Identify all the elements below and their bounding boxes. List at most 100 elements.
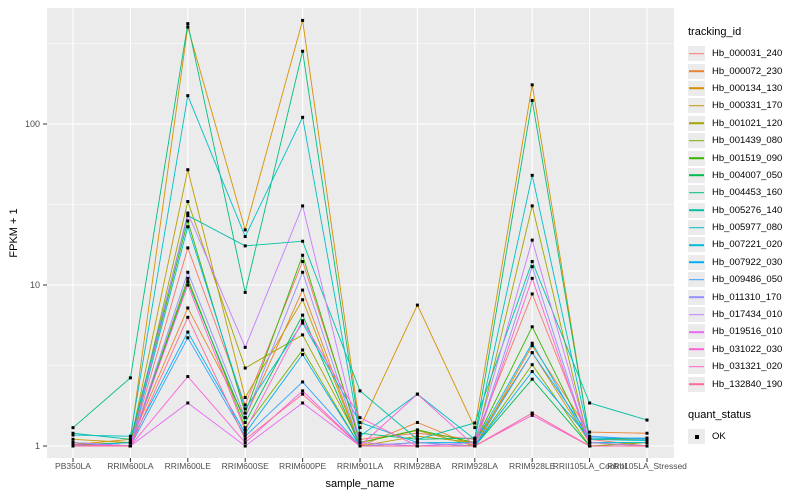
legend-key-swatch [688, 220, 705, 236]
quant-legend-label: OK [712, 431, 726, 442]
legend-key-swatch [688, 115, 705, 131]
data-point [358, 431, 362, 435]
data-point [128, 434, 132, 438]
legend-item-label: Hb_000331_170 [712, 100, 783, 112]
data-point [301, 253, 305, 257]
legend-item-label: Hb_001021_120 [712, 117, 783, 129]
data-point [645, 441, 649, 445]
data-point [186, 330, 190, 334]
legend-item-label: Hb_009486_050 [712, 274, 783, 286]
x-axis-title: sample_name [325, 478, 395, 490]
data-point [530, 259, 534, 263]
data-point [71, 431, 75, 435]
data-point [358, 434, 362, 438]
legend-item-label: Hb_005977_080 [712, 222, 783, 234]
data-point [588, 434, 592, 438]
x-tick-label: RRII105LA_Stressed [607, 461, 687, 471]
legend-items: Hb_000031_240 Hb_000072_230 Hb_000134_130 H… [688, 45, 800, 393]
data-point [186, 336, 190, 340]
legend-item-Hb_000072_230: Hb_000072_230 [688, 62, 800, 79]
legend-item-label: Hb_132840_190 [712, 378, 783, 390]
legend-item-Hb_005276_140: Hb_005276_140 [688, 202, 800, 219]
data-point [530, 363, 534, 367]
data-point [301, 392, 305, 396]
data-point [186, 225, 190, 229]
legend-key-swatch [688, 133, 705, 149]
data-point [186, 200, 190, 204]
legend-key-swatch [688, 341, 705, 357]
data-point [243, 426, 247, 430]
legend-key-swatch [688, 254, 705, 270]
legend-item-Hb_001439_080: Hb_001439_080 [688, 132, 800, 149]
legend-item-Hb_017434_010: Hb_017434_010 [688, 306, 800, 323]
data-point [243, 431, 247, 435]
data-point [186, 246, 190, 250]
x-tick-label: RRIM600LA [107, 461, 154, 471]
data-point [301, 348, 305, 352]
data-point [301, 380, 305, 384]
data-point [186, 276, 190, 280]
data-point [128, 376, 132, 380]
data-point [415, 420, 419, 424]
legend-key-swatch [688, 359, 705, 375]
data-point [473, 441, 477, 445]
data-point [301, 401, 305, 405]
legend-key-swatch [688, 185, 705, 201]
data-point [186, 168, 190, 172]
data-point [473, 437, 477, 441]
y-tick-label: 1 [35, 441, 40, 451]
data-point [301, 313, 305, 317]
data-point [243, 444, 247, 448]
data-point [301, 270, 305, 274]
legend-item-Hb_004453_160: Hb_004453_160 [688, 184, 800, 201]
quant-key-swatch [688, 429, 705, 444]
legend-item-Hb_031022_030: Hb_031022_030 [688, 341, 800, 358]
data-point [588, 430, 592, 434]
data-point [186, 219, 190, 223]
legend-item-Hb_007221_020: Hb_007221_020 [688, 236, 800, 253]
data-point [415, 303, 419, 307]
data-point [530, 411, 534, 415]
legend-item-label: Hb_000134_130 [712, 82, 783, 94]
data-point [186, 306, 190, 310]
data-point [530, 276, 534, 280]
quant-legend-item: OK [688, 428, 800, 445]
data-point [530, 238, 534, 242]
data-point [530, 98, 534, 102]
data-point [243, 441, 247, 445]
x-tick-label: RRIM600LE [165, 461, 212, 471]
x-tick-label: PB350LA [55, 461, 91, 471]
data-point [415, 444, 419, 448]
data-point [645, 444, 649, 448]
data-point [301, 204, 305, 208]
data-point [358, 416, 362, 420]
legend-title-tracking-id: tracking_id [688, 26, 742, 38]
data-point [243, 396, 247, 400]
x-tick-label: RRIM600PE [279, 461, 327, 471]
data-point [186, 94, 190, 98]
data-point [243, 420, 247, 424]
legend-key-swatch [688, 98, 705, 114]
data-point [645, 418, 649, 422]
data-point [301, 298, 305, 302]
legend-item-label: Hb_000031_240 [712, 48, 783, 60]
data-point [71, 437, 75, 441]
data-point [530, 341, 534, 345]
data-point [71, 433, 75, 437]
data-point [415, 437, 419, 441]
legend-key-swatch [688, 202, 705, 218]
data-point [530, 83, 534, 87]
data-point [415, 434, 419, 438]
data-point [530, 351, 534, 355]
data-point [358, 437, 362, 441]
legend-key-swatch [688, 272, 705, 288]
legend-item-label: Hb_001439_080 [712, 135, 783, 147]
data-point [588, 401, 592, 405]
legend-item-Hb_019516_010: Hb_019516_010 [688, 323, 800, 340]
data-point [186, 214, 190, 218]
legend-key-swatch [688, 376, 705, 392]
legend-item-label: Hb_000072_230 [712, 65, 783, 77]
data-point [243, 428, 247, 432]
data-point [473, 426, 477, 430]
